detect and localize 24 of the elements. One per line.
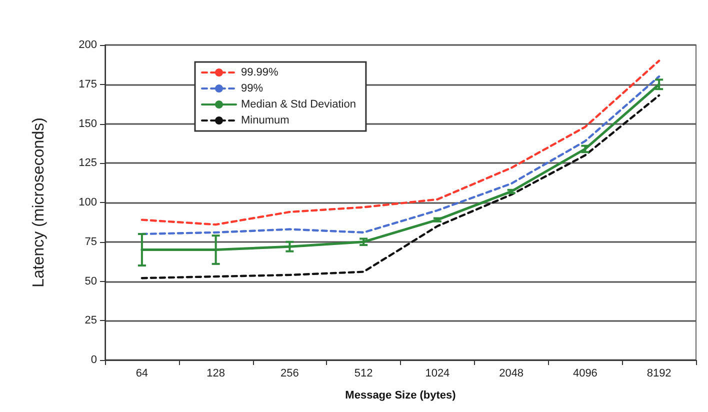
x-axis-title: Message Size (bytes) bbox=[345, 390, 456, 402]
y-tick-label: 0 bbox=[90, 354, 97, 366]
x-tick-label: 4096 bbox=[572, 368, 598, 380]
y-tick-label: 50 bbox=[84, 275, 97, 288]
legend-label: Median & Std Deviation bbox=[241, 98, 356, 110]
legend-label: Minumum bbox=[241, 114, 290, 126]
y-tick-label: 100 bbox=[78, 196, 97, 208]
x-tick-label: 128 bbox=[206, 368, 225, 380]
y-axis-title: Latency (microseconds) bbox=[30, 118, 48, 288]
x-tick-label: 64 bbox=[136, 368, 148, 380]
y-tick-label: 125 bbox=[78, 157, 97, 170]
x-tick-label: 512 bbox=[354, 368, 373, 380]
y-tick-label: 175 bbox=[78, 78, 97, 90]
line-series bbox=[140, 94, 660, 280]
y-tick-label: 200 bbox=[78, 39, 97, 51]
x-tick-label: 8192 bbox=[646, 368, 672, 380]
y-tick-label: 75 bbox=[84, 236, 97, 248]
y-tick-label: 150 bbox=[78, 118, 97, 130]
legend-label: 99% bbox=[241, 82, 264, 94]
x-tick-label: 1024 bbox=[425, 368, 450, 380]
legend-label: 99.99% bbox=[241, 66, 279, 78]
y-tick-label: 25 bbox=[84, 314, 97, 327]
x-tick-label: 2048 bbox=[499, 368, 524, 380]
x-tick-label: 256 bbox=[280, 368, 299, 380]
